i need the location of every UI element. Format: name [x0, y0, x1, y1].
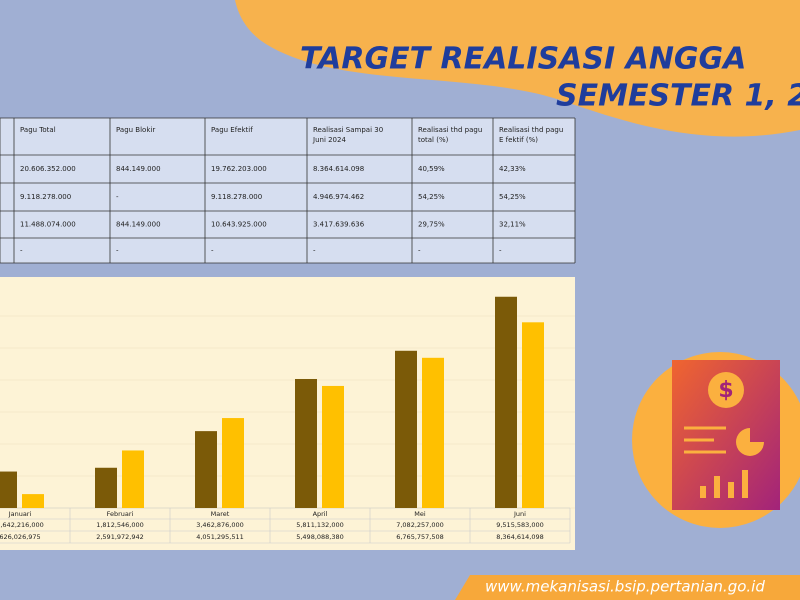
icon-bars	[700, 470, 748, 498]
category-label: April	[313, 510, 328, 518]
bar	[22, 494, 44, 508]
icon-pie	[736, 428, 764, 456]
bar	[222, 418, 244, 508]
table-cell: 32,11%	[499, 221, 526, 229]
table-cell: 3.417.639.636	[313, 221, 365, 229]
chart-bg	[0, 277, 575, 550]
value-label: 1,642,216,000	[0, 521, 44, 529]
bar	[0, 471, 17, 508]
footer-url: www.mekanisasi.bsip.pertanian.go.id	[485, 578, 765, 596]
table-cell: 844.149.000	[116, 221, 161, 229]
table-cell: 29,75%	[418, 221, 445, 229]
table-cell: 4.946.974.462	[313, 193, 364, 201]
table-cell: 54,25%	[418, 193, 445, 201]
column-header: Realisasi Sampai 30 Juni 2024	[312, 126, 383, 144]
value-label: 5,811,132,000	[296, 521, 344, 529]
icon-coin	[708, 372, 744, 408]
title-line: TARGET REALISASI ANGGA	[300, 42, 746, 77]
value-label: 8,364,614,098	[496, 533, 544, 541]
table-bg	[0, 118, 575, 263]
table-cell: -	[20, 247, 23, 255]
table-cell: 40,59%	[418, 165, 445, 173]
icon-lines	[684, 426, 726, 454]
value-label: 2,591,972,942	[96, 533, 144, 541]
value-label: 626,026,975	[0, 533, 41, 541]
table-cell: -	[116, 247, 119, 255]
table-cell: -	[211, 247, 214, 255]
table-cell: 11.488.074.000	[20, 221, 76, 229]
table-cell: 10.643.925.000	[211, 221, 267, 229]
table-cell: 19.762.203.000	[211, 165, 267, 173]
bar	[395, 350, 417, 508]
value-label: 3,462,876,000	[196, 521, 244, 529]
bar	[422, 357, 444, 508]
value-label: 5,498,088,380	[296, 533, 344, 541]
bar	[522, 322, 544, 508]
table-cell: 9.118.278.000	[211, 193, 262, 201]
footer-bar	[455, 575, 800, 600]
value-label: 6,765,757,508	[396, 533, 444, 541]
icon-dollar: $	[718, 378, 733, 403]
table-cell: 20.606.352.000	[20, 165, 76, 173]
value-label: 1,812,546,000	[96, 521, 144, 529]
table-cell: 42,33%	[499, 165, 526, 173]
bar	[295, 378, 317, 508]
table-cell: 54,25%	[499, 193, 526, 201]
table-cell: -	[313, 247, 316, 255]
title-line: SEMESTER 1, 2	[556, 79, 800, 114]
table-cell: -	[499, 247, 502, 255]
column-header: Realisasi thd pagu E fektif (%)	[499, 126, 563, 144]
orange-shape	[235, 0, 800, 137]
category-label: Januari	[8, 510, 32, 518]
bar	[95, 467, 117, 508]
bar	[195, 431, 217, 508]
category-label: Maret	[211, 510, 230, 518]
table-cell: -	[116, 193, 119, 201]
column-header: Realisasi thd pagu total (%)	[418, 126, 482, 144]
bar	[322, 385, 344, 508]
bar	[495, 296, 517, 508]
category-label: Februari	[107, 510, 134, 518]
value-label: 9,515,583,000	[496, 521, 544, 529]
value-label: 7,082,257,000	[396, 521, 444, 529]
bar	[122, 450, 144, 508]
table-cell: -	[418, 247, 421, 255]
column-header: Pagu Total	[20, 126, 56, 134]
column-header: Pagu Blokir	[116, 126, 155, 134]
column-header: Pagu Efektif	[211, 126, 253, 134]
category-label: Juni	[513, 510, 526, 518]
value-label: 4,051,295,511	[196, 533, 244, 541]
table-cell: 8.364.614.098	[313, 165, 364, 173]
category-label: Mei	[414, 510, 426, 518]
table-cell: 844.149.000	[116, 165, 161, 173]
table-cell: 9.118.278.000	[20, 193, 71, 201]
